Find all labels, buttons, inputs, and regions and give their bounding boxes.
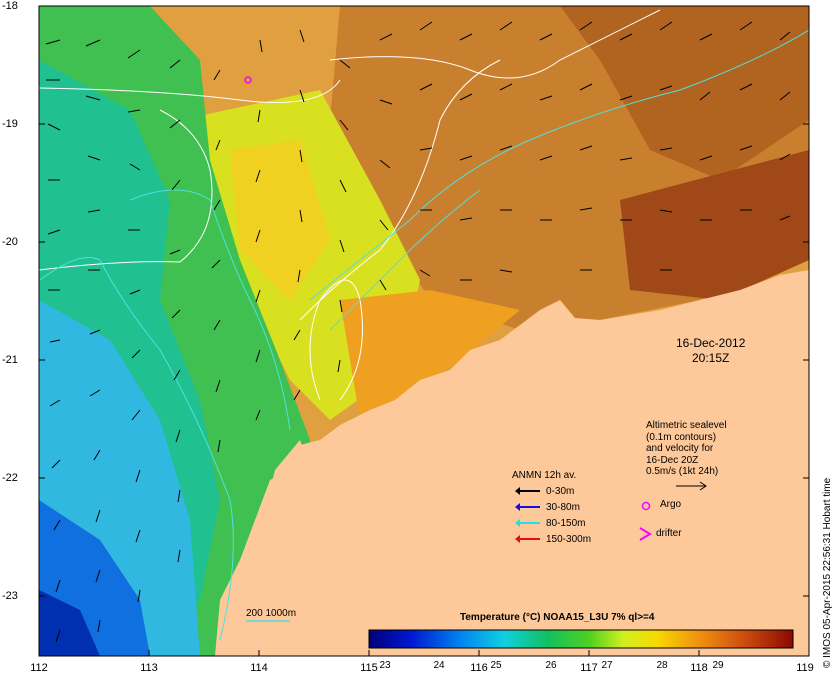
- sst-field: [39, 6, 809, 656]
- colorbar-tick: 23: [379, 660, 391, 671]
- colorbar-tick: 29: [712, 660, 724, 671]
- altimetric-note: Altimetric sealevel (0.1m contours) and …: [646, 420, 727, 478]
- velocity-arrows: [45, 21, 791, 643]
- argo-legend-icon: [641, 501, 651, 511]
- axis-ticks: [38, 5, 810, 656]
- colorbar-tick: 27: [601, 660, 613, 671]
- date-label: 16-Dec-2012: [676, 336, 746, 350]
- date-time-label: 16-Dec-2012 20:15Z: [676, 336, 745, 366]
- lat-tick: -23: [2, 590, 18, 602]
- colorbar-title: Temperature (°C) NOAA15_L3U 7% ql>=4: [460, 612, 655, 623]
- arrow-icon: [515, 487, 540, 496]
- colorbar-tick: 24: [433, 660, 445, 671]
- land: [215, 270, 809, 656]
- lon-tick: 114: [250, 662, 268, 674]
- arrow-icon: [515, 503, 540, 512]
- lon-tick: 113: [140, 662, 158, 674]
- altimetric-line: and velocity for: [646, 443, 714, 454]
- lon-tick: 112: [30, 662, 48, 674]
- colorbar-tick: 26: [545, 660, 557, 671]
- lon-tick: 115: [360, 662, 378, 674]
- time-label: 20:15Z: [692, 351, 730, 365]
- anmn-legend-item: 80-150m: [515, 518, 585, 529]
- anmn-legend-item: 30-80m: [515, 502, 580, 513]
- isobath-scale-label: 200 1000m: [246, 608, 297, 619]
- lon-tick: 119: [796, 662, 814, 674]
- imos-credit: © IMOS 05-Apr-2015 22:56:31 Hobart time: [822, 477, 833, 668]
- lat-tick: -21: [2, 354, 18, 366]
- altimetric-line: 16-Dec 20Z: [646, 454, 699, 466]
- argo-marker-map: [244, 76, 252, 84]
- drifter-legend-label: drifter: [656, 528, 682, 539]
- lat-tick: -20: [2, 236, 18, 248]
- lon-tick: 118: [690, 662, 708, 674]
- lat-tick: -19: [2, 118, 18, 130]
- colorbar-tick: 28: [656, 660, 668, 671]
- drifter-legend-icon: [639, 527, 652, 541]
- argo-legend-label: Argo: [660, 499, 682, 510]
- anmn-legend-item: 0-30m: [515, 486, 574, 497]
- colorbar: [368, 629, 794, 649]
- lat-tick: -22: [2, 472, 18, 484]
- lat-tick: -18: [2, 0, 18, 12]
- altimetric-arrow: [676, 481, 707, 491]
- altimetric-line: Altimetric sealevel: [646, 420, 727, 431]
- lon-tick: 116: [470, 662, 488, 674]
- arrow-icon: [515, 535, 540, 544]
- altimetric-line: 0.5m/s (1kt 24h): [646, 466, 719, 477]
- colorbar-tick: 25: [490, 660, 502, 671]
- map-frame: [38, 5, 810, 657]
- arrow-icon: [515, 519, 540, 528]
- anmn-legend-item: 150-300m: [515, 534, 591, 545]
- anmn-legend-title: ANMN 12h av.: [512, 470, 577, 481]
- altimetric-line: (0.1m contours): [646, 431, 717, 443]
- lon-tick: 117: [580, 662, 598, 674]
